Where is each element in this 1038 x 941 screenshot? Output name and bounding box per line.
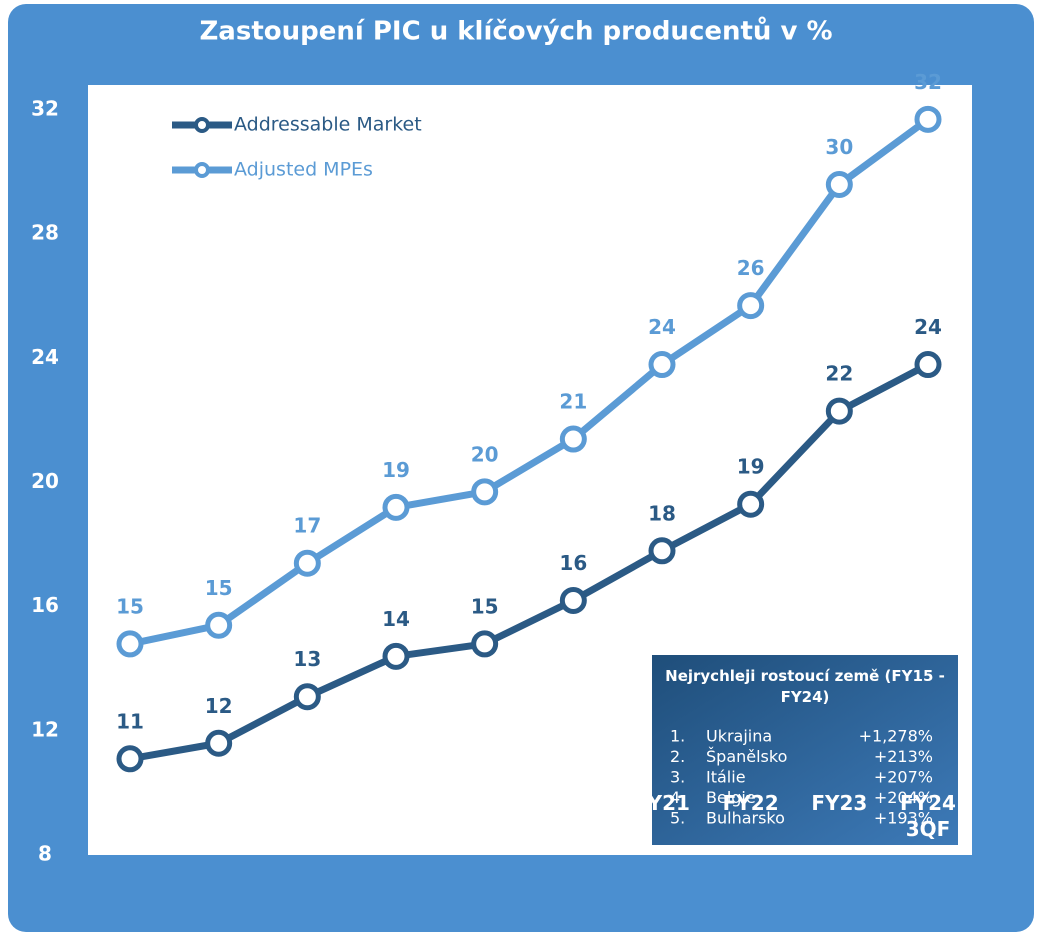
marker: [648, 351, 676, 379]
country: Ukrajina: [706, 727, 772, 746]
x-tick-label: FY17: [279, 791, 336, 815]
data-label: 22: [825, 362, 853, 386]
x-tick-label: FY23: [811, 791, 868, 815]
y-tick-label: 8: [38, 842, 52, 866]
legend-marker: [194, 117, 210, 133]
x-tick-label: FY15: [102, 791, 158, 815]
legend-label: Addressable Market: [234, 114, 422, 136]
rank: 5.: [670, 809, 685, 828]
growth: +204%: [874, 788, 933, 807]
x-tick-label: FY21: [634, 791, 690, 815]
marker: [116, 745, 144, 773]
annotation-title: Nejrychleji rostoucí země (FY15 - FY24): [665, 667, 945, 706]
country: Bulharsko: [706, 809, 785, 828]
x-tick-label: FY19: [456, 791, 513, 815]
x-tick-label: FY20: [545, 791, 602, 815]
marker: [471, 630, 499, 658]
data-label: 15: [471, 594, 499, 618]
data-label: 32: [914, 70, 942, 94]
marker: [825, 171, 853, 198]
y-tick-label: 24: [31, 345, 59, 369]
marker: [293, 683, 321, 711]
marker: [559, 586, 587, 614]
y-tick-label: 20: [31, 469, 59, 493]
marker: [293, 549, 321, 577]
x-tick-label: FY18: [368, 791, 424, 815]
country: Belgie: [706, 788, 756, 807]
marker: [825, 397, 853, 425]
data-label: 20: [471, 442, 499, 466]
y-tick-label: 32: [31, 97, 59, 121]
data-label: 24: [648, 315, 676, 339]
x-tick-label: FY24 3QF: [900, 791, 956, 841]
data-label: 19: [737, 455, 765, 479]
data-label: 15: [205, 576, 233, 600]
x-tick-label: FY16: [190, 791, 247, 815]
series-line: [129, 361, 930, 763]
data-label: 14: [382, 607, 410, 631]
chart-title: Zastoupení PIC u klíčových producentů v …: [199, 16, 832, 47]
legend-marker: [194, 162, 210, 178]
data-label: 13: [293, 647, 321, 671]
data-label: 15: [116, 594, 144, 618]
data-label: 17: [293, 514, 321, 538]
growth: +193%: [874, 809, 933, 828]
data-label: 18: [648, 501, 676, 525]
rank: 3.: [670, 768, 685, 787]
data-label: 30: [825, 135, 853, 159]
marker: [914, 105, 942, 133]
marker: [205, 611, 233, 639]
country: Itálie: [706, 768, 746, 787]
marker: [648, 537, 676, 565]
marker: [914, 351, 942, 379]
data-label: 11: [116, 709, 144, 733]
marker: [382, 493, 410, 521]
data-label: 21: [559, 390, 587, 414]
data-label: 16: [559, 551, 587, 575]
y-tick-label: 28: [31, 221, 59, 245]
y-tick-label: 12: [31, 717, 59, 741]
marker: [737, 292, 765, 320]
growth: +213%: [874, 747, 933, 766]
data-label: 24: [914, 315, 942, 339]
marker: [559, 425, 587, 453]
rank: 4.: [670, 788, 685, 807]
rank: 2.: [670, 747, 685, 766]
growth: +1,278%: [859, 727, 933, 746]
x-tick-label: FY22: [722, 791, 779, 815]
y-tick-label: 16: [31, 593, 59, 617]
country: Španělsko: [706, 747, 787, 766]
growth: +207%: [874, 768, 933, 787]
data-label: 26: [737, 256, 765, 280]
marker: [116, 630, 144, 658]
marker: [737, 490, 765, 518]
annotation-box: [652, 655, 958, 845]
data-label: 12: [205, 694, 233, 718]
legend-label: Adjusted MPEs: [234, 159, 373, 181]
data-label: 19: [382, 458, 410, 482]
rank: 1.: [670, 727, 685, 746]
marker: [382, 642, 410, 670]
marker: [205, 729, 233, 757]
marker: [471, 478, 499, 506]
series-line: [129, 116, 931, 648]
